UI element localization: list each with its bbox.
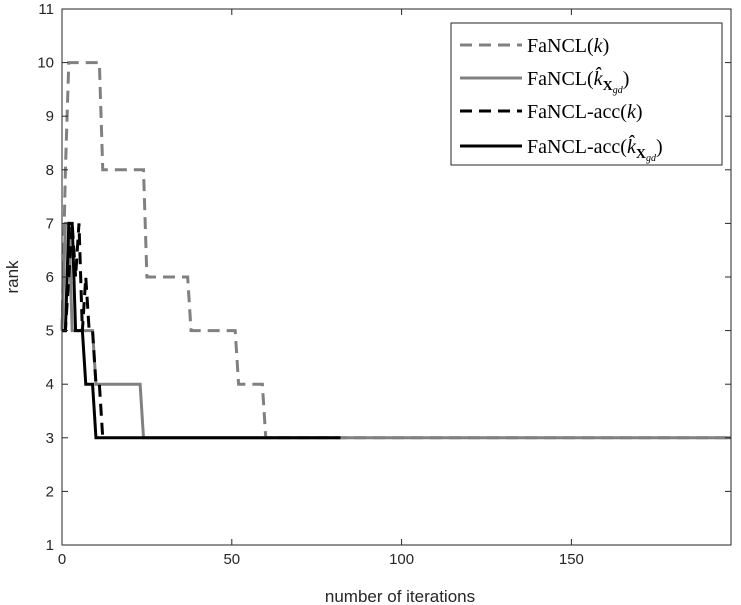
x-tick-label: 150 <box>559 551 584 568</box>
x-tick-label: 50 <box>223 551 240 568</box>
axes <box>61 8 732 546</box>
y-tick-label: 7 <box>46 215 54 232</box>
y-tick-label: 9 <box>46 108 54 125</box>
series-line-0 <box>60 61 731 440</box>
tick-labels: 0 50 100 150 1 2 3 4 5 6 7 8 9 10 11 <box>37 1 584 568</box>
legend-box <box>450 22 723 166</box>
legend: FaNCL(k) FaNCL(k̂Xgd) FaNCL-acc(k) FaNCL-ac… <box>450 22 723 166</box>
x-tick-label: 0 <box>58 551 66 568</box>
y-tick-label: 8 <box>46 162 54 179</box>
y-tick-label: 5 <box>46 323 54 340</box>
legend-label-2: FaNCL-acc(k) <box>527 101 643 123</box>
y-tick-label: 2 <box>46 483 54 500</box>
y-tick-label: 10 <box>37 55 54 72</box>
legend-label-1: FaNCL(k̂Xgd) <box>527 66 629 96</box>
legend-label-3: FaNCL-acc(k̂Xgd) <box>527 134 663 164</box>
legend-label-0: FaNCL(k) <box>527 35 609 57</box>
x-tick-label: 100 <box>389 551 414 568</box>
y-tick-label: 3 <box>46 430 54 447</box>
y-axis-label: rank <box>3 260 22 294</box>
y-tick-label: 6 <box>46 269 54 286</box>
series-line-3 <box>62 221 341 440</box>
y-tick-label: 11 <box>38 1 54 18</box>
x-axis-label: number of iterations <box>325 587 475 605</box>
y-tick-label: 1 <box>46 537 54 554</box>
y-tick-label: 4 <box>46 376 54 393</box>
